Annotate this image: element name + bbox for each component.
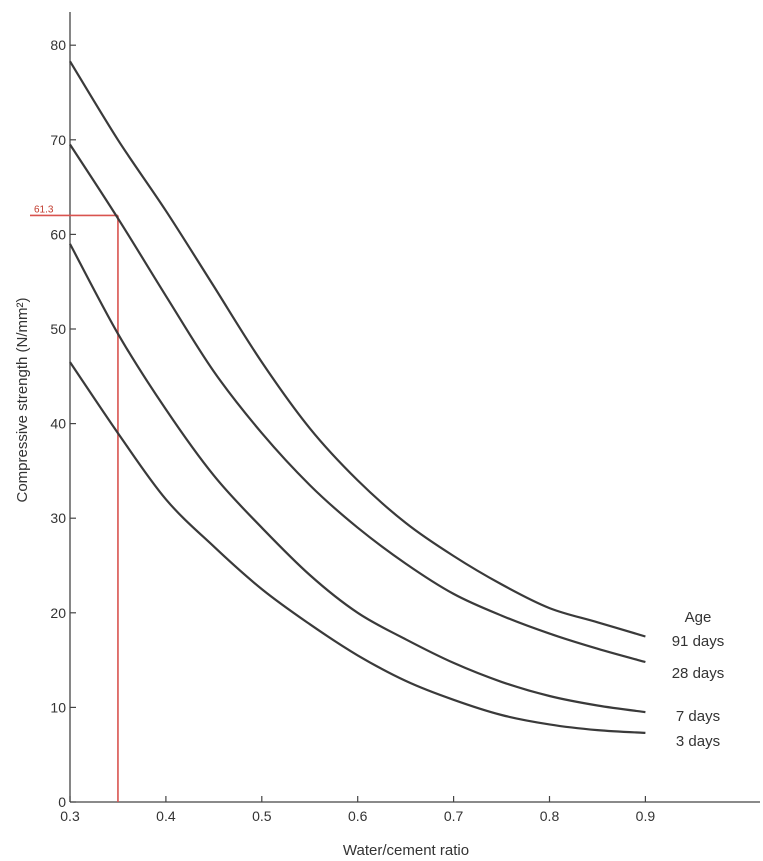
y-tick-label: 50	[50, 321, 66, 337]
y-axis-label: Compressive strength (N/mm²)	[14, 297, 31, 502]
y-tick-label: 40	[50, 416, 66, 432]
legend-title: Age	[685, 609, 712, 626]
y-tick-label: 0	[58, 794, 66, 810]
x-tick-label: 0.3	[60, 808, 80, 824]
x-tick-label: 0.6	[348, 808, 368, 824]
x-tick-label: 0.5	[252, 808, 272, 824]
y-tick-label: 60	[50, 226, 66, 242]
y-tick-label: 10	[50, 699, 66, 715]
x-tick-label: 0.4	[156, 808, 176, 824]
legend: Age 91 days 28 days 7 days 3 days	[672, 609, 725, 750]
series-label-91-days: 91 days	[672, 633, 725, 650]
series-label-3-days: 3 days	[676, 733, 720, 750]
series-label-7-days: 7 days	[676, 708, 720, 725]
y-tick-label: 80	[50, 37, 66, 53]
y-tick-label: 30	[50, 510, 66, 526]
annotation-label: 61.3	[34, 204, 54, 215]
x-tick-label: 0.7	[444, 808, 464, 824]
series-label-28-days: 28 days	[672, 665, 725, 682]
x-tick-label: 0.9	[636, 808, 656, 824]
series-line-91-days	[69, 60, 646, 638]
series-line-28-days	[69, 143, 646, 664]
axes: 0 10 20 30 40 50 60 70 80 0.3 0.4 0.5 0.6 0.7 0.8 0.9	[50, 12, 760, 824]
series-line-3-days	[69, 361, 646, 734]
series-line-7-days	[69, 243, 646, 714]
annotation-layer: 61.3	[30, 204, 119, 802]
x-axis-label: Water/cement ratio	[343, 842, 469, 859]
y-tick-label: 70	[50, 132, 66, 148]
y-tick-label: 20	[50, 605, 66, 621]
series-layer	[69, 60, 646, 734]
x-tick-label: 0.8	[540, 808, 560, 824]
